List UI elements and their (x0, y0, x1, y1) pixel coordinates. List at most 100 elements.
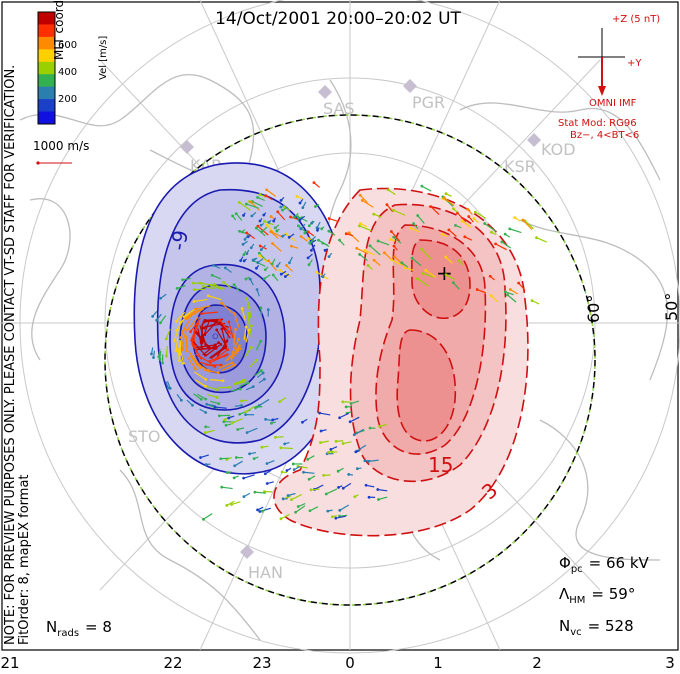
velocity-vector-origin (250, 214, 254, 218)
velocity-vector-origin (251, 385, 255, 389)
velocity-vector (377, 240, 390, 246)
velocity-vector (205, 429, 215, 434)
velocity-vector-origin (259, 306, 263, 310)
velocity-vector-origin (334, 439, 338, 443)
velocity-vector-origin (344, 405, 348, 409)
velocity-vector-origin (503, 290, 507, 294)
svg-text:ΛHM= 59°: ΛHM = 59° (559, 585, 635, 606)
velocity-vector (536, 237, 547, 243)
velocity-vector (190, 308, 205, 317)
velocity-vector (421, 185, 432, 192)
velocity-vector (319, 412, 331, 416)
velocity-vector-origin (348, 420, 352, 424)
velocity-vector-origin (454, 224, 457, 227)
dawn-cell-center: + (436, 261, 453, 285)
velocity-vector (205, 385, 218, 391)
velocity-vector-origin (215, 328, 219, 332)
velocity-vector-origin (444, 192, 448, 196)
velocity-vector-origin (246, 381, 250, 385)
velocity-vector-origin (513, 216, 517, 220)
velocity-vector-origin (225, 471, 229, 474)
velocity-vector (221, 364, 235, 372)
velocity-vector-origin (238, 344, 241, 348)
velocity-vector-origin (245, 431, 249, 434)
velocity-vector (199, 325, 207, 345)
velocity-vector (180, 324, 187, 338)
colorbar-segment (38, 24, 55, 38)
velocity-vector-origin (222, 280, 225, 284)
velocity-vector (175, 311, 186, 322)
velocity-vector (359, 225, 372, 232)
velocity-vector (246, 232, 256, 240)
colorbar-label: Vel [m/s] (98, 36, 109, 80)
velocity-vector-origin (294, 510, 297, 514)
velocity-vector-origin (259, 369, 263, 372)
velocity-vector (214, 283, 225, 290)
velocity-vector-origin (420, 184, 424, 188)
velocity-vector-origin (259, 248, 263, 252)
velocity-vector-origin (473, 210, 477, 214)
velocity-vector (210, 379, 224, 382)
velocity-vector (197, 393, 207, 400)
velocity-vector (386, 204, 394, 213)
velocity-vector (243, 326, 247, 341)
mlt-tick: 23 (252, 654, 271, 672)
velocity-vector-origin (475, 288, 479, 291)
velocity-vector-origin (255, 266, 258, 270)
velocity-vector-origin (410, 256, 414, 260)
velocity-vector-origin (233, 363, 237, 367)
velocity-colorbar (37, 11, 56, 125)
velocity-vector (194, 379, 206, 387)
colorbar-segment (38, 49, 55, 63)
velocity-vector-origin (159, 296, 163, 300)
velocity-vector-origin (191, 281, 195, 285)
colorbar-tick: 600 (58, 40, 77, 51)
velocity-vector-origin (376, 488, 380, 491)
velocity-vector-origin (416, 214, 420, 217)
station-marker-pgr (403, 79, 417, 93)
velocity-vector (443, 197, 455, 206)
velocity-vector-origin (440, 232, 444, 236)
velocity-vector (241, 308, 246, 321)
velocity-vector (286, 264, 293, 272)
velocity-vector-origin (272, 219, 276, 223)
velocity-vector (243, 474, 255, 479)
velocity-vector-origin (223, 266, 227, 270)
velocity-vector-origin (494, 242, 497, 246)
velocity-vector-origin (265, 223, 269, 227)
velocity-vector (160, 315, 167, 324)
velocity-vector-origin (189, 330, 192, 334)
velocity-vector-origin (245, 297, 249, 300)
velocity-vector-origin (241, 379, 245, 382)
velocity-vector-origin (199, 456, 202, 459)
mlt-tick: 2 (532, 654, 542, 672)
fit-order-note: FitOrder: 8, mapEX format (17, 474, 32, 645)
velocity-vector-origin (349, 402, 353, 405)
station-label: KOD (541, 140, 576, 159)
velocity-vector-origin (226, 348, 229, 352)
map-title: 14/Oct/2001 20:00–20:02 UT (215, 9, 461, 29)
velocity-vector-origin (390, 258, 394, 262)
velocity-vector-origin (299, 235, 303, 238)
velocity-vector (310, 488, 320, 491)
colorbar-segment (38, 61, 55, 75)
velocity-vector-origin (244, 325, 248, 329)
velocity-vector-origin (210, 273, 214, 277)
velocity-vector-origin (181, 341, 185, 345)
velocity-vector-origin (447, 228, 451, 232)
dusk-cell-center: ◦ (210, 327, 221, 348)
velocity-vector-origin (219, 457, 223, 461)
velocity-vector-origin (285, 263, 288, 267)
velocity-vector-origin (301, 420, 304, 424)
velocity-vector (377, 488, 388, 492)
velocity-vector (356, 247, 369, 255)
velocity-vector (295, 505, 306, 513)
velocity-vector-origin (221, 379, 225, 383)
velocity-vector-origin (258, 244, 262, 248)
velocity-vector (445, 274, 455, 281)
velocity-vector-origin (155, 318, 159, 322)
velocity-vector-origin (150, 352, 153, 356)
velocity-vector-origin (253, 490, 257, 494)
colorbar-segment (38, 36, 55, 50)
velocity-vector-origin (255, 288, 259, 291)
